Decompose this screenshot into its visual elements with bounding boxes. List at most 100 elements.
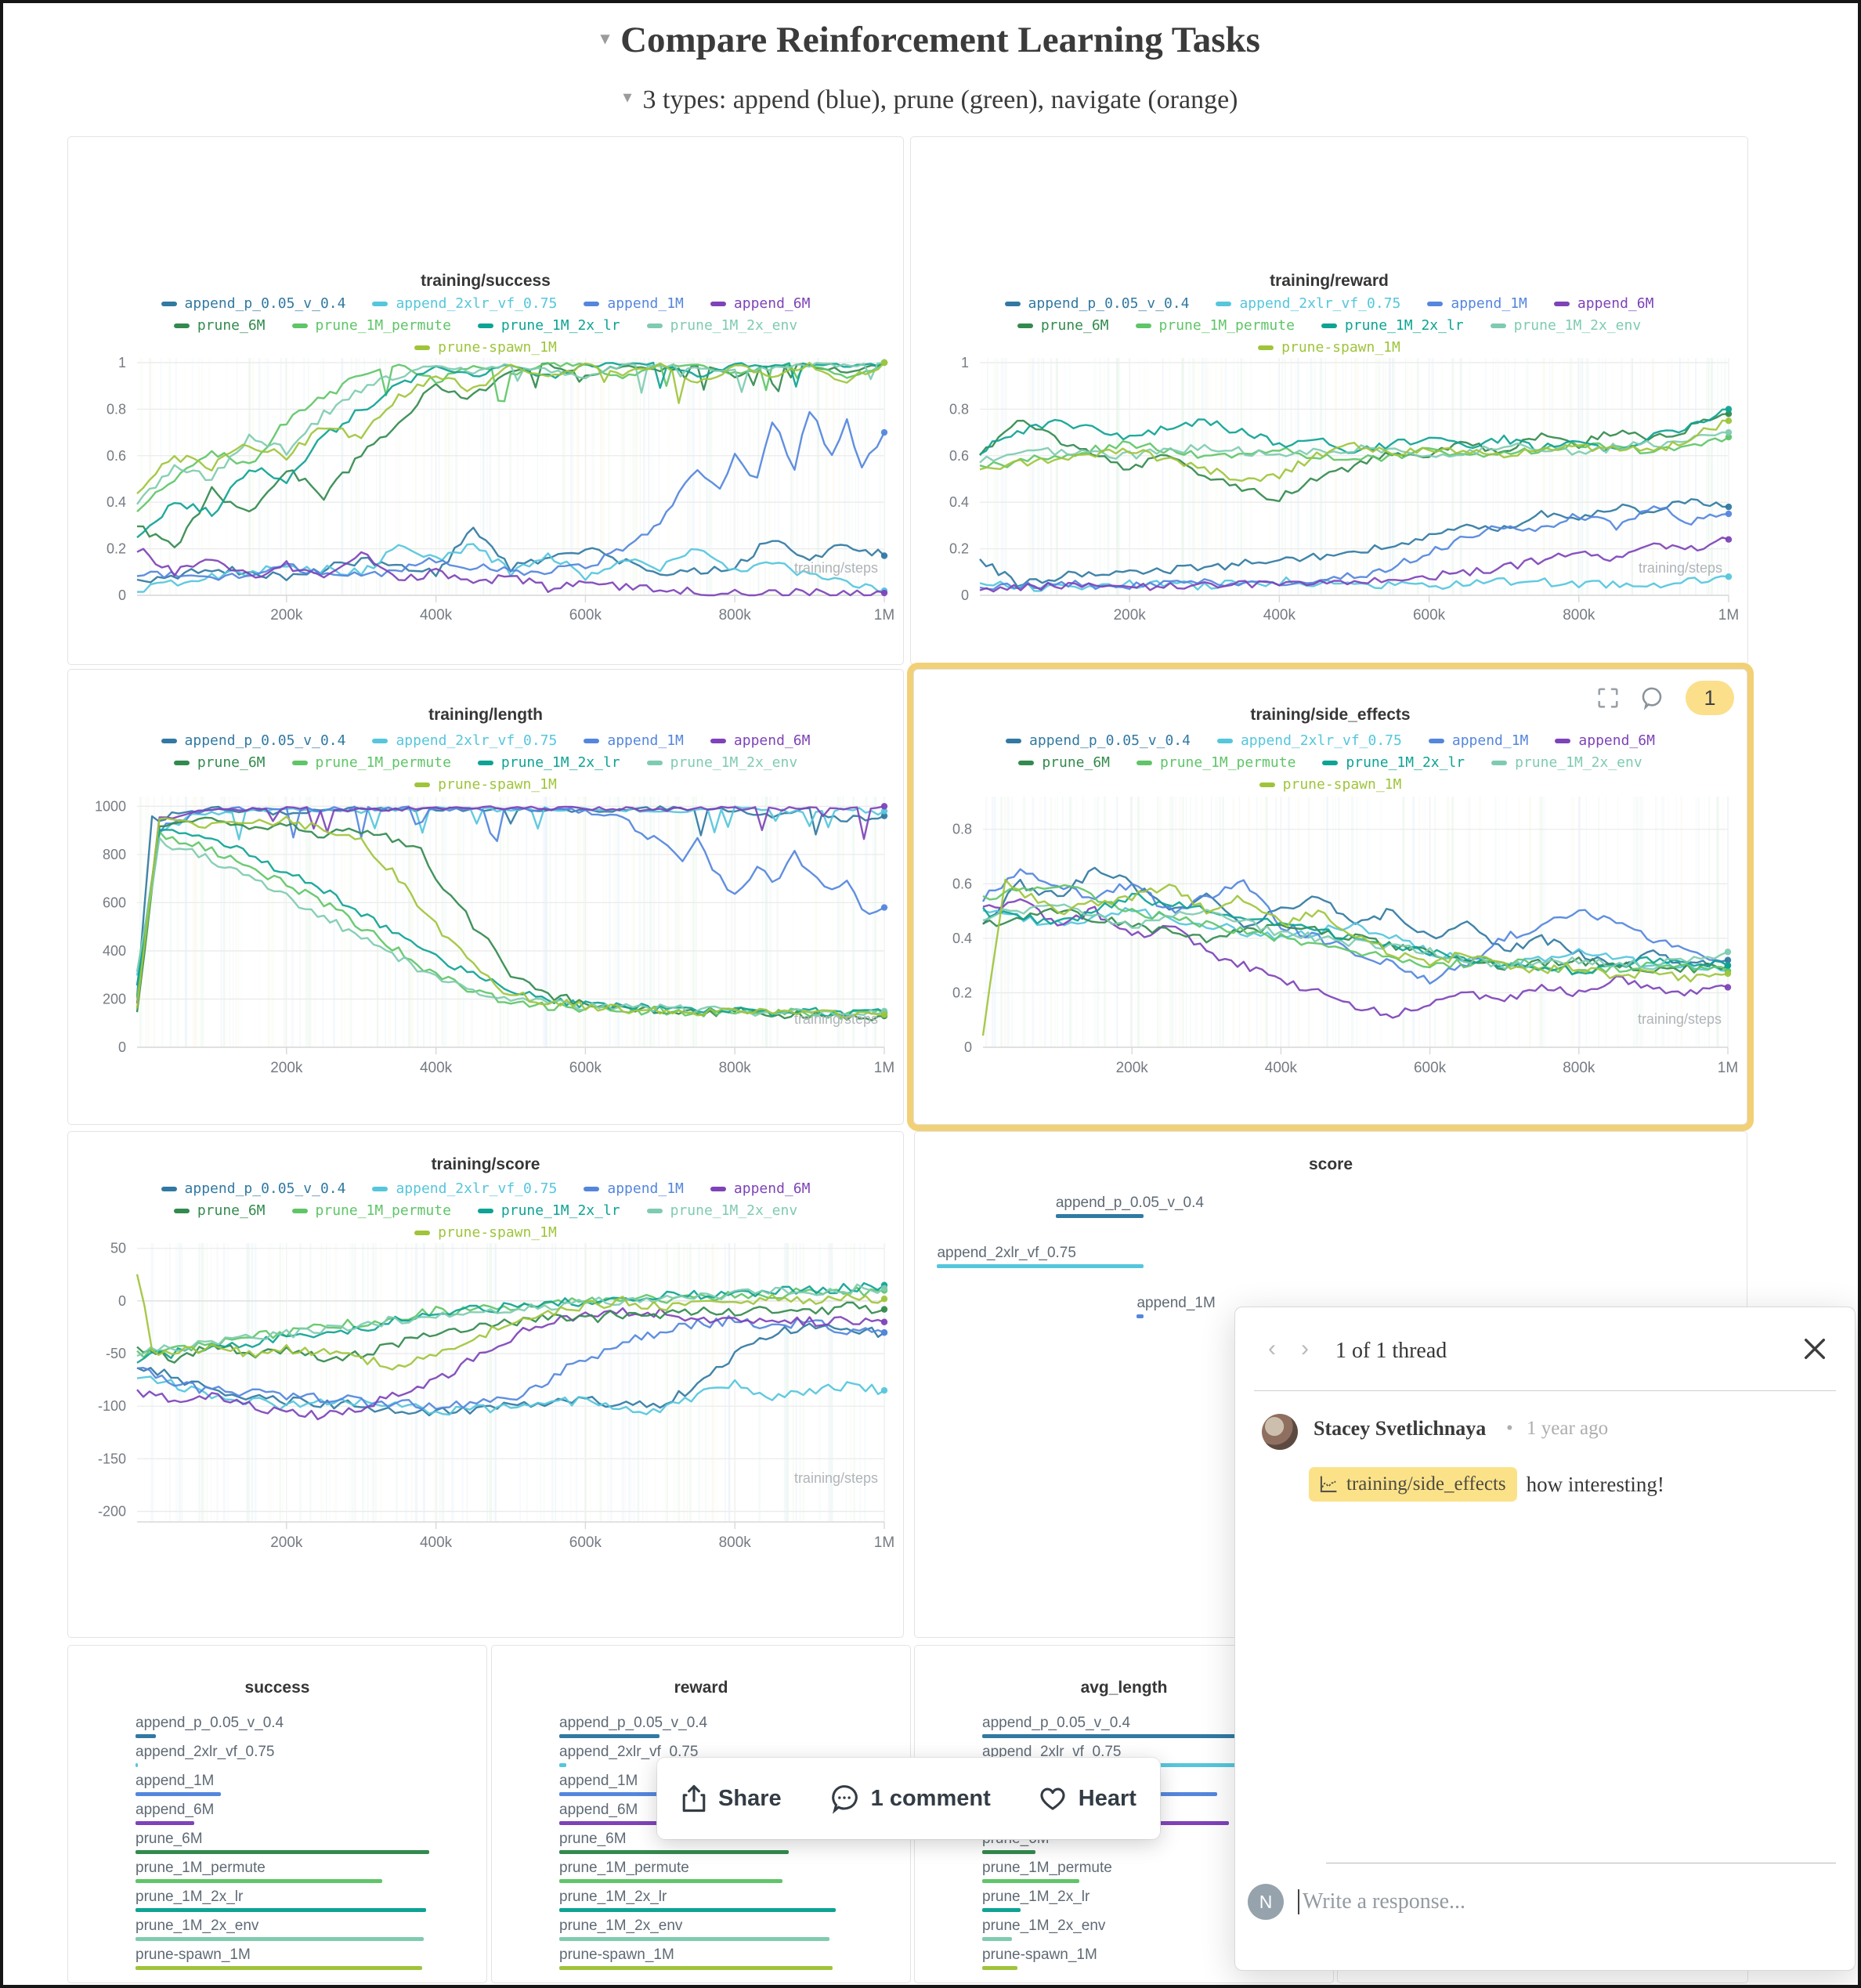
legend-item-prune_1M_2x_lr[interactable]: prune_1M_2x_lr <box>477 1202 620 1219</box>
legend-item-append_6M[interactable]: append_6M <box>1555 732 1655 749</box>
legend-item-prune_1M_permute[interactable]: prune_1M_permute <box>1135 317 1295 334</box>
legend-item-append_6M[interactable]: append_6M <box>710 295 810 312</box>
series-line-prune-spawn_1M <box>136 362 885 494</box>
chart-title: reward <box>674 1679 728 1697</box>
legend-item-prune-spawn_1M[interactable]: prune-spawn_1M <box>1259 776 1401 793</box>
legend-item-prune-spawn_1M[interactable]: prune-spawn_1M <box>414 1224 557 1241</box>
legend-item-append_1M[interactable]: append_1M <box>584 732 684 749</box>
collapse-subtitle-icon[interactable]: ▾ <box>623 87 632 107</box>
y-tick-label: 0 <box>118 1293 126 1309</box>
panel-training-score[interactable]: training/score append_p_0.05_v_0.4 append_… <box>67 1131 904 1638</box>
legend-item-append_p_0.05_v_0.4[interactable]: append_p_0.05_v_0.4 <box>161 295 345 312</box>
share-button[interactable]: Share <box>681 1784 782 1813</box>
heart-button[interactable]: Heart <box>1038 1784 1136 1813</box>
expand-icon[interactable] <box>1596 686 1620 710</box>
legend-item-append_2xlr_vf_0.75[interactable]: append_2xlr_vf_0.75 <box>1216 732 1402 749</box>
legend-item-prune-spawn_1M[interactable]: prune-spawn_1M <box>1258 339 1400 356</box>
comment-count-badge[interactable]: 1 <box>1686 681 1734 715</box>
panel-action-icons: 1 <box>1596 681 1734 715</box>
bar-label-append_p_0.05_v_0.4: append_p_0.05_v_0.4 <box>982 1715 1131 1731</box>
panel-training-length[interactable]: training/length append_p_0.05_v_0.4 append… <box>67 669 904 1125</box>
legend-item-append_1M[interactable]: append_1M <box>1427 295 1527 312</box>
panel-reference-chip[interactable]: training/side_effects <box>1309 1467 1517 1502</box>
legend-item-append_1M[interactable]: append_1M <box>584 1180 684 1197</box>
legend-item-prune_1M_2x_lr[interactable]: prune_1M_2x_lr <box>1321 317 1464 334</box>
bar-append_2xlr_vf_0.75 <box>559 1763 566 1767</box>
series-line-append_6M <box>136 1307 885 1421</box>
legend-item-prune_1M_permute[interactable]: prune_1M_permute <box>1136 754 1295 771</box>
panel-success-bar[interactable]: success append_p_0.05_v_0.4 append_2xlr_vf… <box>67 1645 487 1983</box>
legend-item-prune_1M_permute[interactable]: prune_1M_permute <box>291 317 451 334</box>
legend-item-prune_1M_2x_env[interactable]: prune_1M_2x_env <box>646 317 797 334</box>
legend-item-prune_6M[interactable]: prune_6M <box>173 754 266 771</box>
legend-item-append_2xlr_vf_0.75[interactable]: append_2xlr_vf_0.75 <box>372 1180 557 1197</box>
legend-item-append_1M[interactable]: append_1M <box>1428 732 1528 749</box>
legend-item-prune_6M[interactable]: prune_6M <box>1018 754 1110 771</box>
comment-bubble-icon <box>831 1785 858 1814</box>
thread-header: ‹ › 1 of 1 thread <box>1235 1307 1855 1390</box>
legend-label: append_p_0.05_v_0.4 <box>1028 295 1190 312</box>
legend-item-prune-spawn_1M[interactable]: prune-spawn_1M <box>414 339 557 356</box>
legend-item-append_p_0.05_v_0.4[interactable]: append_p_0.05_v_0.4 <box>1006 732 1191 749</box>
line-chart-training-length[interactable]: 1000 800 600 400 200 0 200k 400k 600k 800k 1M train… <box>68 670 905 1126</box>
legend-item-prune-spawn_1M[interactable]: prune-spawn_1M <box>414 776 557 793</box>
series-line-prune_1M_2x_env <box>136 361 885 505</box>
bar-prune_1M_2x_env <box>982 1937 1012 1941</box>
legend-item-append_6M[interactable]: append_6M <box>710 1180 810 1197</box>
bar-prune_1M_2x_env <box>136 1937 424 1941</box>
comment-text: how interesting! <box>1526 1472 1664 1496</box>
legend-item-prune_1M_2x_env[interactable]: prune_1M_2x_env <box>1491 754 1642 771</box>
prev-thread-icon[interactable]: ‹ <box>1268 1336 1276 1361</box>
close-icon[interactable] <box>1801 1336 1828 1362</box>
legend-item-append_p_0.05_v_0.4[interactable]: append_p_0.05_v_0.4 <box>1004 295 1190 312</box>
legend-item-prune_6M[interactable]: prune_6M <box>173 317 266 334</box>
legend-item-append_p_0.05_v_0.4[interactable]: append_p_0.05_v_0.4 <box>161 1180 345 1197</box>
comment-time-sep: • <box>1506 1418 1513 1439</box>
legend-item-prune_1M_2x_env[interactable]: prune_1M_2x_env <box>646 1202 797 1219</box>
series-line-append_1M <box>981 868 1729 985</box>
legend-item-append_p_0.05_v_0.4[interactable]: append_p_0.05_v_0.4 <box>161 732 345 749</box>
x-tick-label: 1M <box>1718 1060 1738 1076</box>
legend-label: prune-spawn_1M <box>438 1224 557 1241</box>
bar-append_2xlr_vf_0.75 <box>937 1264 1144 1268</box>
legend-item-append_2xlr_vf_0.75[interactable]: append_2xlr_vf_0.75 <box>372 732 557 749</box>
collapse-title-icon[interactable]: ▾ <box>601 28 610 49</box>
panel-training-reward[interactable]: training/reward append_p_0.05_v_0.4 append… <box>910 136 1748 665</box>
commenter-avatar[interactable] <box>1262 1414 1298 1450</box>
legend-item-append_2xlr_vf_0.75[interactable]: append_2xlr_vf_0.75 <box>372 295 557 312</box>
legend-item-prune_1M_permute[interactable]: prune_1M_permute <box>291 754 451 771</box>
legend-item-prune_1M_2x_lr[interactable]: prune_1M_2x_lr <box>477 317 620 334</box>
legend-swatch <box>1006 738 1022 743</box>
next-thread-icon[interactable]: › <box>1301 1336 1309 1361</box>
legend-label: prune_1M_permute <box>315 754 451 771</box>
legend-item-prune_6M[interactable]: prune_6M <box>173 1202 266 1219</box>
legend-item-append_6M[interactable]: append_6M <box>710 732 810 749</box>
legend-label: append_2xlr_vf_0.75 <box>1239 295 1401 312</box>
panel-training-side-effects[interactable]: training/side_effects 1 append_p_0.05_v_0.… <box>913 669 1747 1125</box>
legend-item-prune_1M_2x_lr[interactable]: prune_1M_2x_lr <box>477 754 620 771</box>
legend-item-append_2xlr_vf_0.75[interactable]: append_2xlr_vf_0.75 <box>1216 295 1400 312</box>
bar-prune_1M_permute <box>982 1879 1079 1883</box>
comment-button[interactable]: 1 comment <box>829 1783 991 1814</box>
panel-comment-icon[interactable] <box>1640 685 1665 710</box>
legend-item-prune_1M_2x_lr[interactable]: prune_1M_2x_lr <box>1322 754 1465 771</box>
legend-item-prune_1M_2x_env[interactable]: prune_1M_2x_env <box>1490 317 1641 334</box>
legend-item-prune_1M_permute[interactable]: prune_1M_permute <box>291 1202 451 1219</box>
legend-item-prune_1M_2x_env[interactable]: prune_1M_2x_env <box>646 754 797 771</box>
response-input[interactable]: Write a response... <box>1298 1889 1465 1914</box>
series-line-prune_6M <box>136 816 885 1021</box>
legend-item-append_6M[interactable]: append_6M <box>1553 295 1653 312</box>
bar-prune_1M_2x_env <box>559 1937 829 1941</box>
legend-item-append_1M[interactable]: append_1M <box>584 295 684 312</box>
bar-append_6M <box>136 1821 194 1825</box>
response-row: N Write a response... <box>1248 1884 1465 1920</box>
x-axis-label-watermark: training/steps <box>794 560 878 576</box>
legend-item-prune_6M[interactable]: prune_6M <box>1017 317 1109 334</box>
panel-training-success[interactable]: training/success append_p_0.05_v_0.4 appen… <box>67 136 904 665</box>
bar-append_p_0.05_v_0.4 <box>559 1734 659 1738</box>
legend-swatch <box>1491 760 1508 765</box>
